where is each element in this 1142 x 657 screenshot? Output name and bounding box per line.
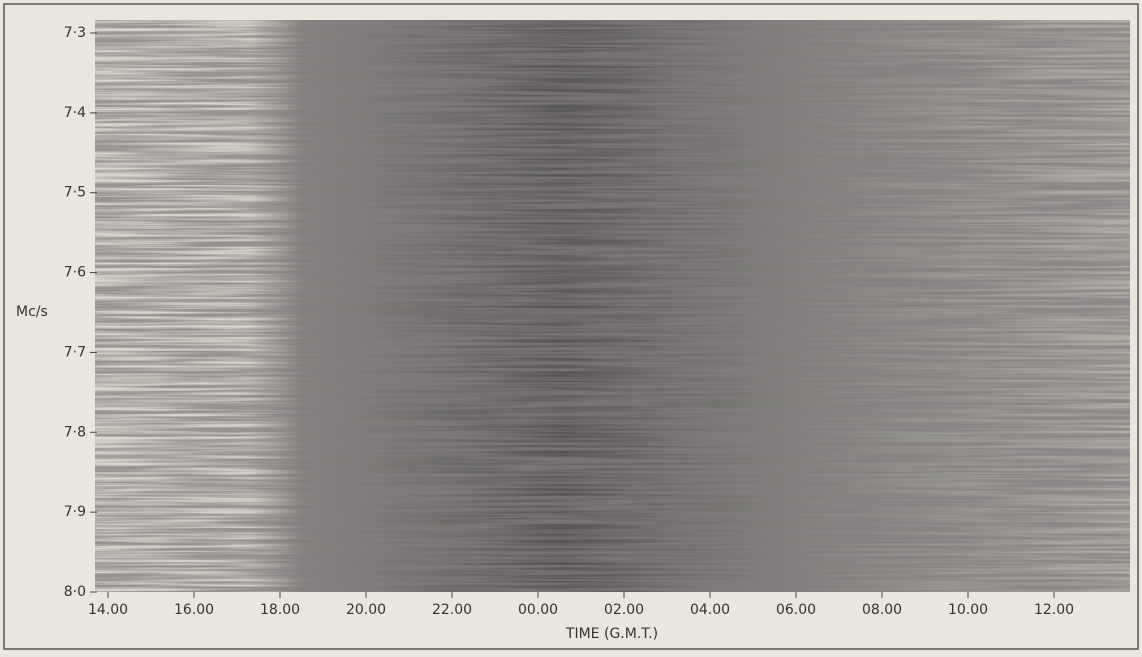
y-tick-label: 7·8 (64, 424, 86, 440)
x-tick-label: 20.00 (346, 602, 386, 618)
y-tick-label: 7·7 (64, 344, 86, 360)
frame (3, 3, 1139, 650)
y-tick-label: 7·4 (64, 105, 86, 121)
x-tick-label: 06.00 (776, 602, 816, 618)
y-tick-label: 7·9 (64, 504, 86, 520)
y-tick-label: 8·0 (64, 584, 86, 600)
x-tick-label: 22.00 (432, 602, 472, 618)
x-tick-label: 16.00 (174, 602, 214, 618)
x-tick-label: 12.00 (1034, 602, 1074, 618)
x-tick-label: 10.00 (948, 602, 988, 618)
x-tick-label: 04.00 (690, 602, 730, 618)
x-axis-label: TIME (G.M.T.) (565, 626, 658, 642)
y-tick-label: 7·6 (64, 265, 86, 281)
x-tick-label: 14.00 (88, 602, 128, 618)
x-tick-label: 00.00 (518, 602, 558, 618)
y-axis-label: Mc/s (16, 304, 48, 320)
x-tick-label: 08.00 (862, 602, 902, 618)
x-tick-label: 02.00 (604, 602, 644, 618)
y-tick-label: 7·5 (64, 185, 86, 201)
y-tick-label: 7·3 (64, 25, 86, 41)
record-image (95, 20, 1130, 592)
x-tick-label: 18.00 (260, 602, 300, 618)
